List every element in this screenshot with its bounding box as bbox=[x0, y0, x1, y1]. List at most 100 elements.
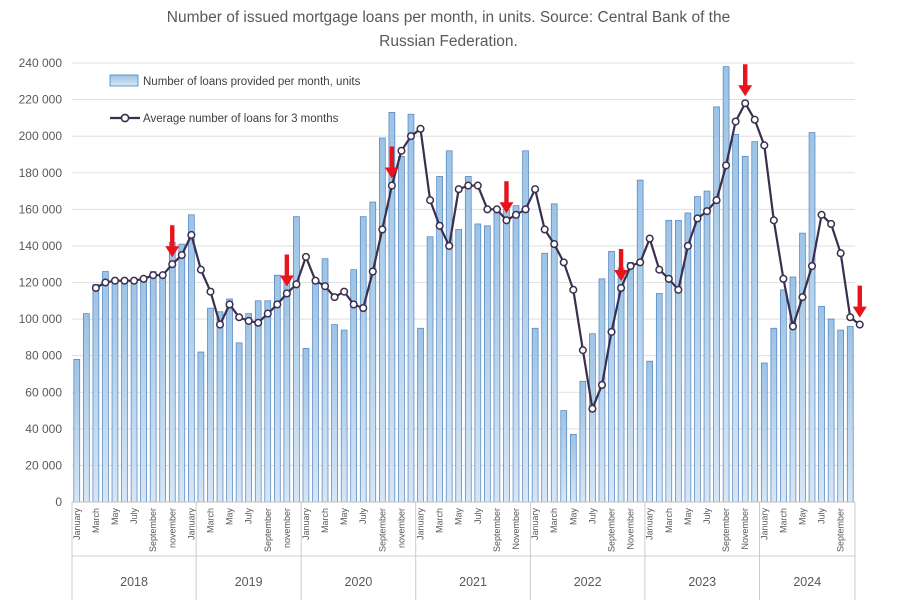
average-marker bbox=[846, 313, 855, 322]
x-tick-label: November bbox=[740, 508, 750, 550]
bar bbox=[226, 298, 233, 503]
legend-label-bars: Number of loans provided per month, unit… bbox=[143, 76, 361, 88]
bar bbox=[760, 362, 768, 503]
average-marker bbox=[340, 287, 349, 296]
bar bbox=[808, 132, 816, 503]
x-tick-label: March bbox=[664, 508, 674, 533]
average-marker bbox=[617, 283, 626, 293]
bar bbox=[83, 313, 90, 503]
bar bbox=[503, 208, 510, 503]
average-marker bbox=[607, 327, 616, 336]
average-marker bbox=[244, 316, 253, 325]
bar bbox=[149, 271, 157, 503]
average-marker bbox=[817, 210, 826, 219]
average-marker bbox=[626, 261, 635, 271]
x-tick-label: november bbox=[396, 508, 406, 548]
bar bbox=[627, 262, 634, 503]
y-tick-label: 40 000 bbox=[25, 422, 62, 436]
x-tick-label: September bbox=[721, 508, 731, 552]
year-label: 2024 bbox=[793, 575, 821, 589]
legend: Number of loans provided per month, unit… bbox=[109, 74, 361, 125]
average-marker bbox=[760, 141, 769, 150]
average-marker bbox=[722, 161, 731, 170]
y-tick-label: 160 000 bbox=[19, 202, 63, 216]
x-tick-label: november bbox=[167, 508, 177, 548]
average-marker bbox=[330, 293, 339, 302]
average-marker bbox=[101, 278, 110, 287]
bar bbox=[455, 229, 463, 503]
average-marker bbox=[693, 214, 702, 223]
down-arrow-annotation bbox=[384, 146, 399, 179]
bar bbox=[130, 278, 138, 503]
x-tick-label: May bbox=[225, 508, 235, 526]
x-tick-label: July bbox=[702, 508, 712, 525]
bar bbox=[407, 113, 415, 503]
x-tick-label: January bbox=[301, 508, 311, 541]
average-marker bbox=[807, 261, 817, 271]
bar bbox=[741, 155, 749, 503]
average-marker bbox=[492, 205, 501, 214]
average-marker bbox=[263, 309, 272, 318]
average-marker bbox=[254, 318, 263, 327]
bar bbox=[235, 342, 243, 503]
bar bbox=[121, 280, 128, 503]
bar bbox=[512, 205, 520, 503]
average-marker bbox=[750, 115, 759, 124]
down-arrow-annotation bbox=[614, 248, 629, 281]
y-tick-label: 80 000 bbox=[25, 349, 62, 363]
average-marker bbox=[483, 205, 492, 214]
bar bbox=[111, 280, 119, 503]
average-marker bbox=[473, 181, 482, 190]
average-marker bbox=[712, 196, 721, 205]
x-tick-label: January bbox=[530, 508, 540, 541]
bar bbox=[818, 305, 825, 503]
year-label: 2021 bbox=[459, 575, 487, 589]
average-marker bbox=[349, 300, 358, 309]
bar bbox=[665, 219, 673, 503]
bar bbox=[426, 236, 434, 503]
average-marker bbox=[368, 267, 377, 276]
average-marker bbox=[731, 117, 740, 126]
bar bbox=[837, 329, 844, 503]
average-marker bbox=[855, 320, 864, 329]
chart-title-line-1: Number of issued mortgage loans per mont… bbox=[166, 9, 731, 26]
chart-title-line-2: Russian Federation. bbox=[379, 33, 518, 50]
year-label: 2023 bbox=[688, 575, 716, 589]
average-marker bbox=[454, 185, 463, 194]
x-tick-label: March bbox=[91, 508, 101, 533]
bar bbox=[608, 251, 615, 503]
bar bbox=[369, 201, 377, 503]
x-tick-label: January bbox=[72, 508, 82, 541]
average-marker bbox=[636, 258, 645, 267]
year-label: 2019 bbox=[235, 575, 263, 589]
bar bbox=[493, 212, 501, 503]
average-marker bbox=[359, 304, 368, 313]
average-marker bbox=[416, 124, 425, 133]
bar bbox=[379, 137, 386, 503]
average-marker bbox=[741, 99, 750, 108]
bar bbox=[722, 66, 730, 503]
bar bbox=[188, 214, 195, 503]
bar bbox=[417, 327, 424, 503]
x-tick-label: May bbox=[683, 508, 693, 526]
average-marker bbox=[531, 185, 540, 194]
x-tick-label: July bbox=[358, 508, 368, 525]
average-marker bbox=[540, 225, 549, 234]
x-tick-label: January bbox=[416, 508, 426, 541]
y-tick-label: 200 000 bbox=[19, 129, 63, 143]
average-marker bbox=[206, 287, 215, 296]
bar bbox=[102, 271, 109, 503]
x-tick-label: September bbox=[263, 508, 273, 552]
y-tick-label: 20 000 bbox=[25, 458, 62, 472]
bar bbox=[197, 351, 205, 503]
bar bbox=[92, 283, 100, 503]
bar bbox=[302, 348, 310, 503]
average-marker bbox=[435, 221, 444, 230]
bar bbox=[675, 219, 682, 503]
x-tick-label: november bbox=[282, 508, 292, 548]
x-tick-label: July bbox=[129, 508, 139, 525]
year-label: 2020 bbox=[345, 575, 373, 589]
bar bbox=[846, 326, 854, 503]
x-tick-label: May bbox=[110, 508, 120, 526]
